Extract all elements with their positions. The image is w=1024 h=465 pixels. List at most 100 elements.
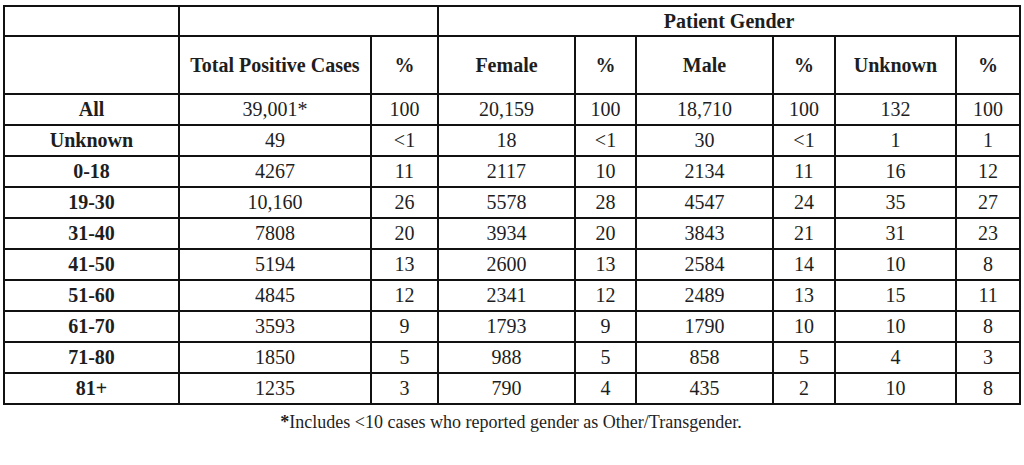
table-row: 19-3010,160265578284547243527	[4, 187, 1020, 218]
table-cell: 2584	[636, 249, 773, 280]
table-cell: 23	[956, 218, 1020, 249]
table-cell: 4547	[636, 187, 773, 218]
table-cell: 30	[636, 125, 773, 156]
footnote-asterisk: *	[280, 412, 289, 432]
table-cell: 3	[956, 342, 1020, 373]
table-cell: 16	[835, 156, 956, 187]
table-row: 61-703593917939179010108	[4, 311, 1020, 342]
table-cell: 5	[575, 342, 636, 373]
row-label-0-18: 0-18	[4, 156, 179, 187]
blank-spacer-cell	[179, 6, 438, 36]
table-cell: 10	[773, 311, 835, 342]
table-cell: 20,159	[438, 94, 575, 125]
table-cell: 31	[835, 218, 956, 249]
table-body: All39,001*10020,15910018,710100132100Unk…	[4, 94, 1020, 404]
table-cell: 100	[773, 94, 835, 125]
table-cell: 790	[438, 373, 575, 404]
row-label-unknown: Unknown	[4, 125, 179, 156]
column-header-row: Total Positive Cases % Female % Male % U…	[4, 36, 1020, 94]
table-cell: 100	[575, 94, 636, 125]
table-cell: 2489	[636, 280, 773, 311]
row-label-all: All	[4, 94, 179, 125]
row-label-41-50: 41-50	[4, 249, 179, 280]
table-page: Patient Gender Total Positive Cases % Fe…	[0, 5, 1024, 465]
table-cell: 2	[773, 373, 835, 404]
row-label-81-: 81+	[4, 373, 179, 404]
group-header-row: Patient Gender	[4, 6, 1020, 36]
table-row: 31-407808203934203843213123	[4, 218, 1020, 249]
table-cell: 2117	[438, 156, 575, 187]
column-header-total-positive-cases: Total Positive Cases	[179, 36, 371, 94]
table-row: Unknown49<118<130<111	[4, 125, 1020, 156]
table-cell: 18	[438, 125, 575, 156]
table-cell: 3843	[636, 218, 773, 249]
table-cell: 12	[371, 280, 438, 311]
table-cell: 4267	[179, 156, 371, 187]
table-cell: 5194	[179, 249, 371, 280]
table-cell: 1850	[179, 342, 371, 373]
table-cell: 5	[371, 342, 438, 373]
table-cell: 10,160	[179, 187, 371, 218]
table-cell: 10	[835, 311, 956, 342]
table-cell: 1	[956, 125, 1020, 156]
corner-blank-cell	[4, 6, 179, 36]
column-header-unknown-percent: %	[956, 36, 1020, 94]
table-cell: 20	[371, 218, 438, 249]
row-label-31-40: 31-40	[4, 218, 179, 249]
table-cell: 13	[773, 280, 835, 311]
table-cell: 9	[371, 311, 438, 342]
column-header-female: Female	[438, 36, 575, 94]
table-cell: 10	[835, 373, 956, 404]
table-cell: 11	[956, 280, 1020, 311]
table-cell: 435	[636, 373, 773, 404]
table-cell: 3593	[179, 311, 371, 342]
table-cell: 8	[956, 311, 1020, 342]
table-cell: 100	[956, 94, 1020, 125]
table-cell: 4	[575, 373, 636, 404]
patient-gender-table: Patient Gender Total Positive Cases % Fe…	[3, 5, 1021, 405]
table-row: 41-50519413260013258414108	[4, 249, 1020, 280]
table-cell: 21	[773, 218, 835, 249]
table-cell: 3	[371, 373, 438, 404]
table-cell: 5578	[438, 187, 575, 218]
table-cell: 10	[835, 249, 956, 280]
table-cell: 4845	[179, 280, 371, 311]
table-cell: 8	[956, 249, 1020, 280]
table-row: All39,001*10020,15910018,710100132100	[4, 94, 1020, 125]
table-cell: 11	[773, 156, 835, 187]
table-cell: 2341	[438, 280, 575, 311]
row-label-51-60: 51-60	[4, 280, 179, 311]
row-label-19-30: 19-30	[4, 187, 179, 218]
column-header-blank	[4, 36, 179, 94]
table-cell: <1	[575, 125, 636, 156]
table-cell: 132	[835, 94, 956, 125]
table-cell: 5	[773, 342, 835, 373]
table-cell: 26	[371, 187, 438, 218]
table-cell: 8	[956, 373, 1020, 404]
column-header-unknown: Unknown	[835, 36, 956, 94]
table-cell: 858	[636, 342, 773, 373]
footnote-text: Includes <10 cases who reported gender a…	[289, 412, 741, 432]
table-cell: 39,001*	[179, 94, 371, 125]
table-cell: 11	[371, 156, 438, 187]
patient-gender-group-header: Patient Gender	[438, 6, 1020, 36]
table-cell: 7808	[179, 218, 371, 249]
table-cell: 1	[835, 125, 956, 156]
table-cell: 1793	[438, 311, 575, 342]
row-label-71-80: 71-80	[4, 342, 179, 373]
table-cell: 18,710	[636, 94, 773, 125]
table-cell: 28	[575, 187, 636, 218]
table-cell: 14	[773, 249, 835, 280]
table-cell: 35	[835, 187, 956, 218]
table-row: 81+1235379044352108	[4, 373, 1020, 404]
table-row: 0-184267112117102134111612	[4, 156, 1020, 187]
column-header-male: Male	[636, 36, 773, 94]
table-cell: 1790	[636, 311, 773, 342]
table-cell: <1	[773, 125, 835, 156]
table-row: 51-604845122341122489131511	[4, 280, 1020, 311]
table-cell: 15	[835, 280, 956, 311]
table-cell: 10	[575, 156, 636, 187]
table-cell: 1235	[179, 373, 371, 404]
table-cell: 4	[835, 342, 956, 373]
table-cell: 13	[371, 249, 438, 280]
